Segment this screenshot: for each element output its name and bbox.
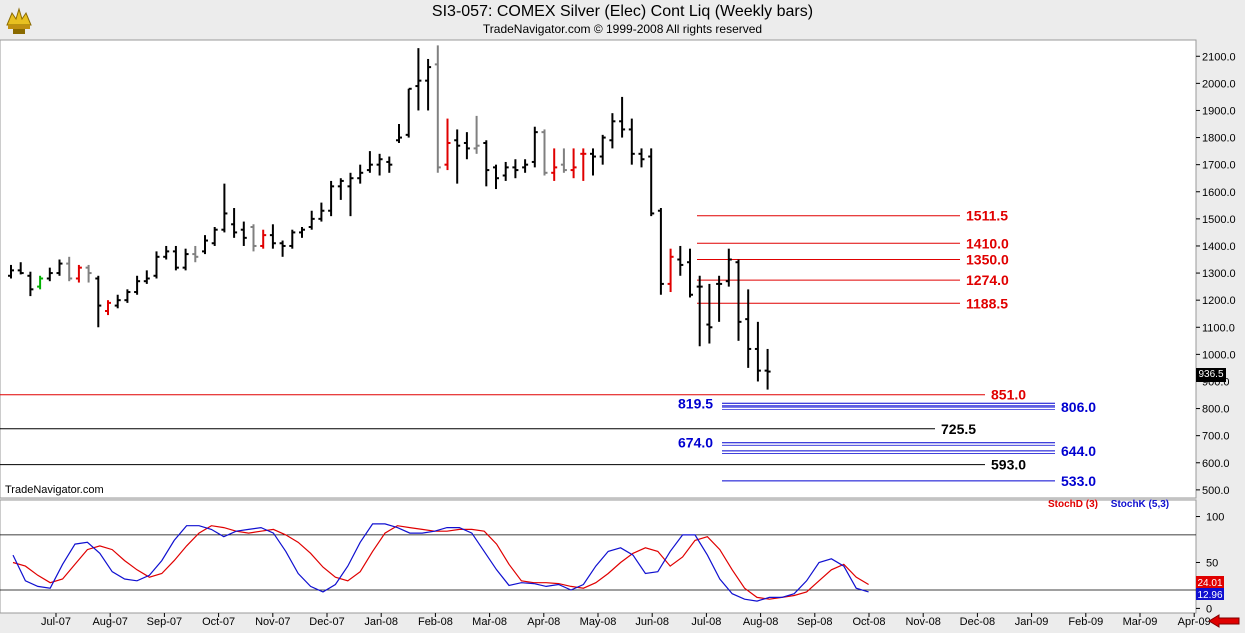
price-axis-label: 1500.0 [1202,214,1236,226]
price-axis-label: 700.0 [1202,431,1230,443]
stochastic-legend: StochD (3) StochK (5,3) [1048,499,1179,510]
level-label: 674.0 [678,435,713,451]
level-label: 1511.5 [966,208,1008,224]
level-label: 533.0 [1061,473,1096,489]
left-arrow-icon[interactable] [1207,614,1241,633]
price-axis-label: 2100.0 [1202,51,1236,63]
x-axis-label: Jul-07 [41,616,71,628]
x-axis-label: Jan-09 [1015,616,1049,628]
x-axis-label: Aug-07 [92,616,127,628]
stochk-last-badge [1196,588,1224,600]
trading-bull-bear-logo-icon[interactable] [4,3,34,37]
x-axis-label: Jul-08 [691,616,721,628]
x-axis-label: Dec-08 [960,616,995,628]
price-axis-label: 1000.0 [1202,349,1236,361]
x-axis-label: Dec-07 [309,616,344,628]
x-axis-label: Apr-08 [527,616,560,628]
price-axis-label: 1700.0 [1202,160,1236,172]
price-axis-label: 1300.0 [1202,268,1236,280]
level-label: 725.5 [941,421,976,437]
price-axis-label: 800.0 [1202,404,1230,416]
level-label: 806.0 [1061,399,1096,415]
stoch-axis-label: 0 [1206,603,1212,615]
price-axis-label: 1400.0 [1202,241,1236,253]
x-axis-label: Nov-07 [255,616,290,628]
level-label: 851.0 [991,387,1026,403]
price-axis-label: 1800.0 [1202,133,1236,145]
watermark-text: TradeNavigator.com [5,484,104,496]
level-label: 593.0 [991,457,1026,473]
level-label: 819.5 [678,395,713,411]
level-label: 1350.0 [966,252,1009,268]
price-axis-label: 1900.0 [1202,105,1236,117]
x-axis-label: Apr-09 [1178,616,1211,628]
stochastic-panel [0,499,1197,614]
level-label: 1274.0 [966,272,1009,288]
price-axis-label: 600.0 [1202,458,1230,470]
stochd-last-value: 24.01 [1197,578,1222,589]
stoch-axis-label: 50 [1206,557,1218,569]
x-axis-label: Sep-07 [147,616,182,628]
x-axis-label: Feb-09 [1068,616,1103,628]
stoch-series-line [12,523,869,602]
x-axis-label: Mar-09 [1123,616,1158,628]
price-axis-label: 1600.0 [1202,187,1236,199]
price-panel [0,39,1197,499]
stochd-last-badge [1196,576,1224,588]
level-label: 1410.0 [966,235,1009,251]
x-axis-label: Feb-08 [418,616,453,628]
x-axis-label: Sep-08 [797,616,832,628]
stochd-legend-label: StochD (3) [1048,499,1098,510]
stochk-legend-label: StochK (5,3) [1110,499,1170,510]
x-axis-label: Oct-07 [202,616,235,628]
price-axis-label: 1100.0 [1202,322,1235,334]
level-label: 1188.5 [966,295,1008,311]
price-axis-label: 500.0 [1202,485,1230,497]
price-axis-label: 2000.0 [1202,78,1236,90]
chart-title: SI3-057: COMEX Silver (Elec) Cont Liq (W… [431,3,814,20]
level-label: 644.0 [1061,443,1096,459]
x-axis-label: Aug-08 [743,616,778,628]
x-axis-label: May-08 [580,616,617,628]
stoch-axis-label: 100 [1206,512,1224,524]
price-axis-label: 1200.0 [1202,295,1236,307]
copyright-text: TradeNavigator.com © 1999-2008 All right… [482,22,763,36]
x-axis-label: Nov-08 [905,616,940,628]
x-axis-label: Oct-08 [852,616,885,628]
stoch-series-line [12,525,869,600]
x-axis-label: Jun-08 [635,616,669,628]
x-axis-label: Jan-08 [364,616,398,628]
x-axis-label: Mar-08 [472,616,507,628]
stochk-last-value: 12.96 [1197,590,1222,601]
last-price-badge: 936.5 [1196,368,1226,382]
